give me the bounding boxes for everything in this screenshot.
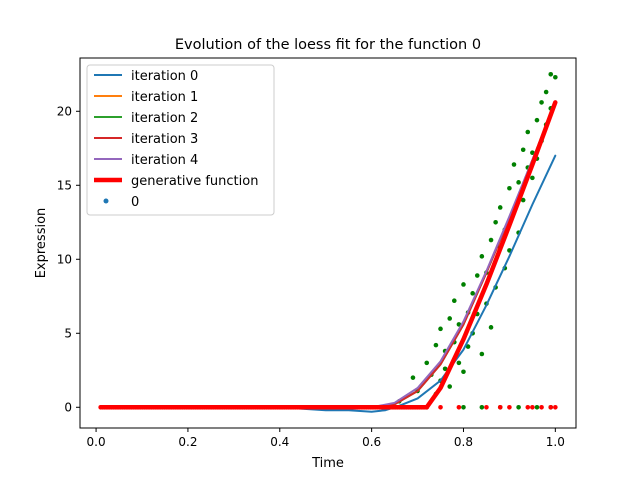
scatter-point [488, 237, 494, 243]
y-tick-label: 0 [64, 400, 72, 414]
zero-point [548, 404, 554, 410]
scatter-point [447, 316, 453, 321]
scatter-point [424, 360, 430, 366]
scatter-point [474, 273, 480, 278]
scatter-point [451, 298, 457, 304]
zero-point [539, 404, 544, 410]
x-tick-label: 0.4 [270, 435, 289, 449]
zero-point [484, 404, 489, 410]
scatter-point [493, 219, 498, 225]
y-axis: 0 5 10 15 20 [57, 104, 80, 414]
x-axis: 0.0 0.2 0.4 0.6 0.8 1.0 [87, 428, 565, 449]
scatter-point [530, 150, 535, 156]
zero-point [525, 404, 531, 410]
x-axis-label: Time [311, 456, 344, 471]
y-tick-label: 10 [57, 252, 72, 266]
scatter-point [530, 175, 535, 181]
scatter-point [410, 375, 416, 380]
scatter-point [479, 351, 485, 357]
zero-point [438, 404, 443, 410]
scatter-point [511, 162, 517, 167]
scatter-point [543, 89, 549, 95]
legend-box [86, 64, 275, 216]
scatter-point [456, 360, 462, 366]
legend-label: iteration 2 [131, 111, 198, 126]
legend: iteration 0 iteration 1 iteration 2 iterati… [86, 64, 275, 216]
zero-point [456, 404, 462, 410]
scatter-point [539, 100, 544, 105]
legend-label: generative function [131, 174, 258, 189]
x-tick-label: 0.2 [178, 435, 197, 449]
scatter-point [461, 369, 466, 375]
axes-frame [79, 57, 577, 429]
scatter-point [553, 74, 558, 80]
series-line-generative-function [98, 100, 558, 410]
scatter-point [447, 384, 453, 389]
y-tick-label: 5 [64, 326, 72, 340]
scatter-point [442, 366, 448, 372]
scatter-point [516, 180, 521, 185]
legend-label: iteration 0 [131, 69, 198, 84]
plot-area [98, 71, 558, 413]
x-tick-label: 0.6 [362, 435, 381, 449]
x-tick-label: 1.0 [546, 435, 565, 449]
chart-title: Evolution of the loess fit for the funct… [175, 37, 481, 53]
scatter-point [525, 129, 531, 135]
scatter-point [534, 404, 540, 410]
scatter-point [461, 404, 466, 410]
zero-point [507, 404, 512, 410]
legend-label: iteration 4 [131, 153, 198, 168]
y-axis-label: Expression [34, 208, 49, 279]
scatter-point [438, 326, 443, 332]
scatter-point [433, 342, 439, 348]
legend-marker [103, 198, 109, 204]
scatter-point [479, 254, 485, 259]
legend-label: iteration 3 [131, 132, 198, 147]
legend-label: 0 [131, 195, 139, 210]
scatter-point [465, 344, 471, 349]
scatter-point [479, 404, 485, 410]
scatter-point [497, 205, 503, 210]
scatter-point [461, 282, 466, 287]
scatter-point [548, 71, 554, 77]
x-tick-label: 0.8 [454, 435, 473, 449]
scatter-point [534, 117, 540, 123]
scatter-point [516, 404, 521, 410]
zero-point [530, 404, 535, 410]
scatter-point [488, 325, 494, 330]
scatter-point [520, 197, 526, 203]
scatter-point [507, 185, 512, 191]
zero-point [553, 404, 558, 410]
legend-label: iteration 1 [131, 90, 198, 105]
zero-point [497, 404, 503, 410]
y-tick-label: 20 [57, 104, 72, 118]
y-tick-label: 15 [57, 178, 72, 192]
x-tick-label: 0.0 [87, 435, 106, 449]
scatter-point [470, 291, 475, 296]
scatter-point [520, 147, 526, 153]
